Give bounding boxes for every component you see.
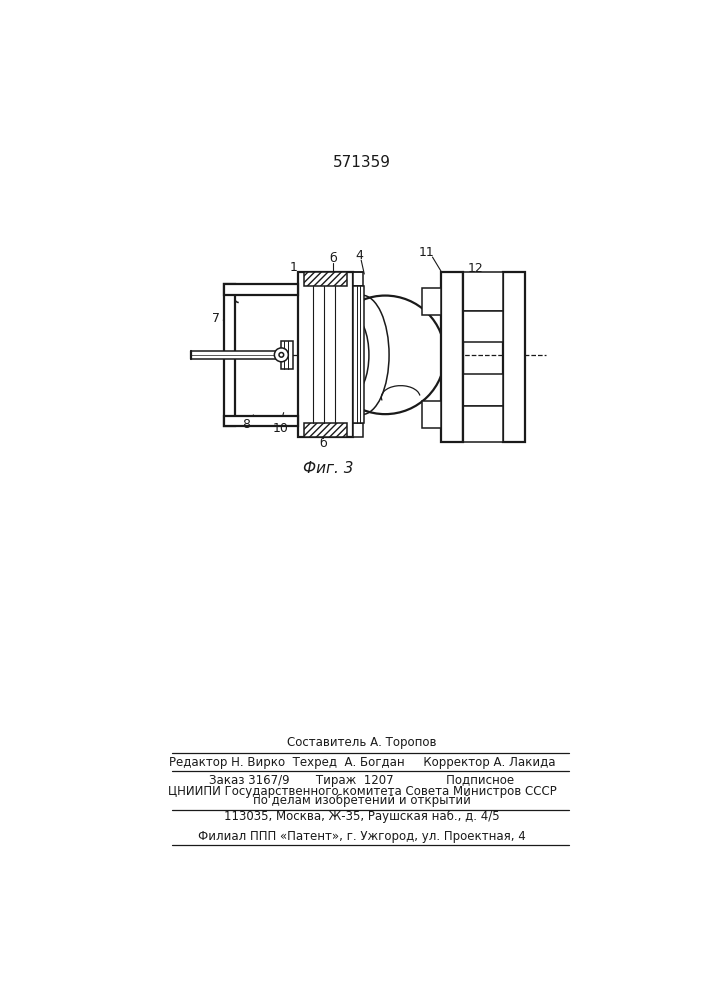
Bar bbox=[503, 272, 525, 442]
Bar bbox=[281, 341, 293, 369]
Bar bbox=[462, 374, 503, 406]
Circle shape bbox=[279, 353, 284, 357]
Bar bbox=[421, 288, 441, 315]
Bar bbox=[304, 423, 347, 437]
Bar bbox=[224, 416, 298, 426]
Bar bbox=[354, 423, 363, 437]
Text: Филиал ППП «Патент», г. Ужгород, ул. Проектная, 4: Филиал ППП «Патент», г. Ужгород, ул. Про… bbox=[198, 830, 526, 843]
Text: Фиг. 3: Фиг. 3 bbox=[303, 461, 354, 476]
Text: 4: 4 bbox=[355, 249, 363, 262]
Bar bbox=[354, 286, 364, 423]
Bar bbox=[462, 406, 503, 442]
Circle shape bbox=[274, 348, 288, 362]
Text: 113035, Москва, Ж-35, Раушская наб., д. 4/5: 113035, Москва, Ж-35, Раушская наб., д. … bbox=[224, 810, 500, 823]
Text: Составитель А. Торопов: Составитель А. Торопов bbox=[287, 736, 437, 749]
Text: 11: 11 bbox=[419, 246, 434, 259]
Text: ЦНИИПИ Государственного комитета Совета Министров СССР: ЦНИИПИ Государственного комитета Совета … bbox=[168, 785, 556, 798]
Text: Заказ 3167/9       Тираж  1207              Подписное: Заказ 3167/9 Тираж 1207 Подписное bbox=[209, 774, 515, 787]
Text: 571359: 571359 bbox=[333, 155, 391, 170]
Bar bbox=[224, 284, 235, 426]
Bar bbox=[441, 272, 462, 442]
Text: 8: 8 bbox=[242, 418, 250, 431]
Bar bbox=[298, 272, 354, 437]
Bar bbox=[354, 272, 363, 286]
Bar bbox=[224, 284, 298, 295]
Text: Редактор Н. Вирко  Техред  А. Богдан     Корректор А. Лакида: Редактор Н. Вирко Техред А. Богдан Корре… bbox=[169, 756, 555, 769]
Text: 12: 12 bbox=[468, 262, 484, 275]
Text: 10: 10 bbox=[273, 422, 288, 434]
Circle shape bbox=[325, 296, 445, 414]
Bar bbox=[462, 272, 503, 311]
Bar bbox=[462, 311, 503, 342]
Text: 7: 7 bbox=[212, 312, 221, 325]
Text: б: б bbox=[320, 437, 327, 450]
Text: по делам изобретений и открытий: по делам изобретений и открытий bbox=[253, 794, 471, 807]
Bar bbox=[421, 401, 441, 428]
Bar bbox=[192, 351, 286, 359]
Text: б: б bbox=[329, 252, 337, 265]
Text: 1: 1 bbox=[290, 261, 298, 274]
Bar bbox=[304, 272, 347, 286]
